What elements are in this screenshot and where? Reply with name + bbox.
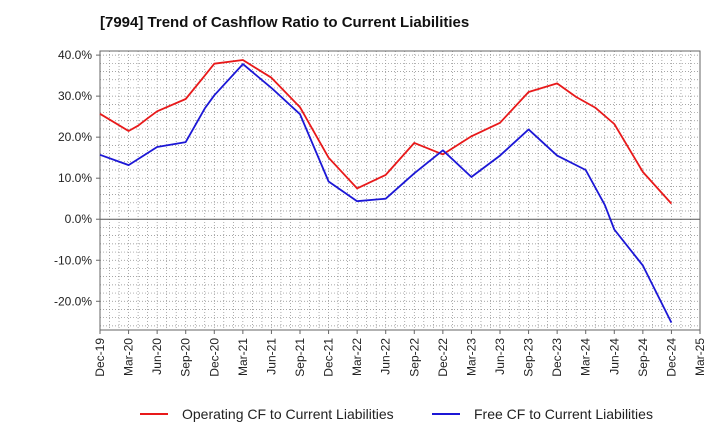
x-tick-label: Jun-23 [493, 338, 507, 375]
x-tick-label: Sep-23 [522, 338, 536, 377]
y-tick-label: 10.0% [58, 171, 92, 185]
series-line-free-cf [99, 63, 673, 324]
x-tick-label: Dec-19 [93, 338, 107, 377]
x-tick-label: Dec-20 [207, 338, 221, 377]
legend-label: Operating CF to Current Liabilities [182, 406, 394, 422]
series-lines [99, 59, 673, 324]
x-tick-label: Jun-20 [150, 338, 164, 375]
series-line-operating-cf [99, 59, 673, 205]
y-tick-label: -20.0% [54, 294, 92, 308]
x-tick-label: Mar-21 [236, 338, 250, 376]
grid-lines [100, 51, 700, 330]
y-tick-label: 30.0% [58, 89, 92, 103]
y-tick-label: 20.0% [58, 130, 92, 144]
x-tick-label: Dec-21 [322, 338, 336, 377]
x-tick-label: Jun-24 [607, 338, 621, 375]
y-tick-label: 0.0% [65, 212, 93, 226]
x-tick-label: Jun-22 [379, 338, 393, 375]
y-tick-label: 40.0% [58, 48, 92, 62]
x-tick-label: Mar-24 [579, 338, 593, 376]
x-tick-label: Mar-23 [464, 338, 478, 376]
plot-frame [99, 50, 701, 331]
x-tick-label: Mar-25 [693, 338, 707, 376]
x-tick-label: Sep-20 [179, 338, 193, 377]
x-tick-label: Mar-22 [350, 338, 364, 376]
legend: Operating CF to Current Liabilities Free … [140, 406, 653, 422]
axes [96, 50, 701, 334]
legend-label: Free CF to Current Liabilities [474, 406, 653, 422]
x-tick-label: Sep-21 [293, 338, 307, 377]
x-tick-label: Mar-20 [122, 338, 136, 376]
x-tick-label: Dec-23 [550, 338, 564, 377]
y-tick-label: -10.0% [54, 253, 92, 267]
x-tick-label: Dec-24 [664, 338, 678, 377]
chart-title: [7994] Trend of Cashflow Ratio to Curren… [100, 14, 470, 31]
x-tick-label: Jun-21 [264, 338, 278, 375]
x-tick-label: Sep-22 [407, 338, 421, 377]
x-tick-label: Dec-22 [436, 338, 450, 377]
tick-labels: 40.0% 30.0% 20.0% 10.0% 0.0% -10.0% -20.0% Dec-… [54, 48, 707, 377]
x-tick-label: Sep-24 [636, 338, 650, 377]
